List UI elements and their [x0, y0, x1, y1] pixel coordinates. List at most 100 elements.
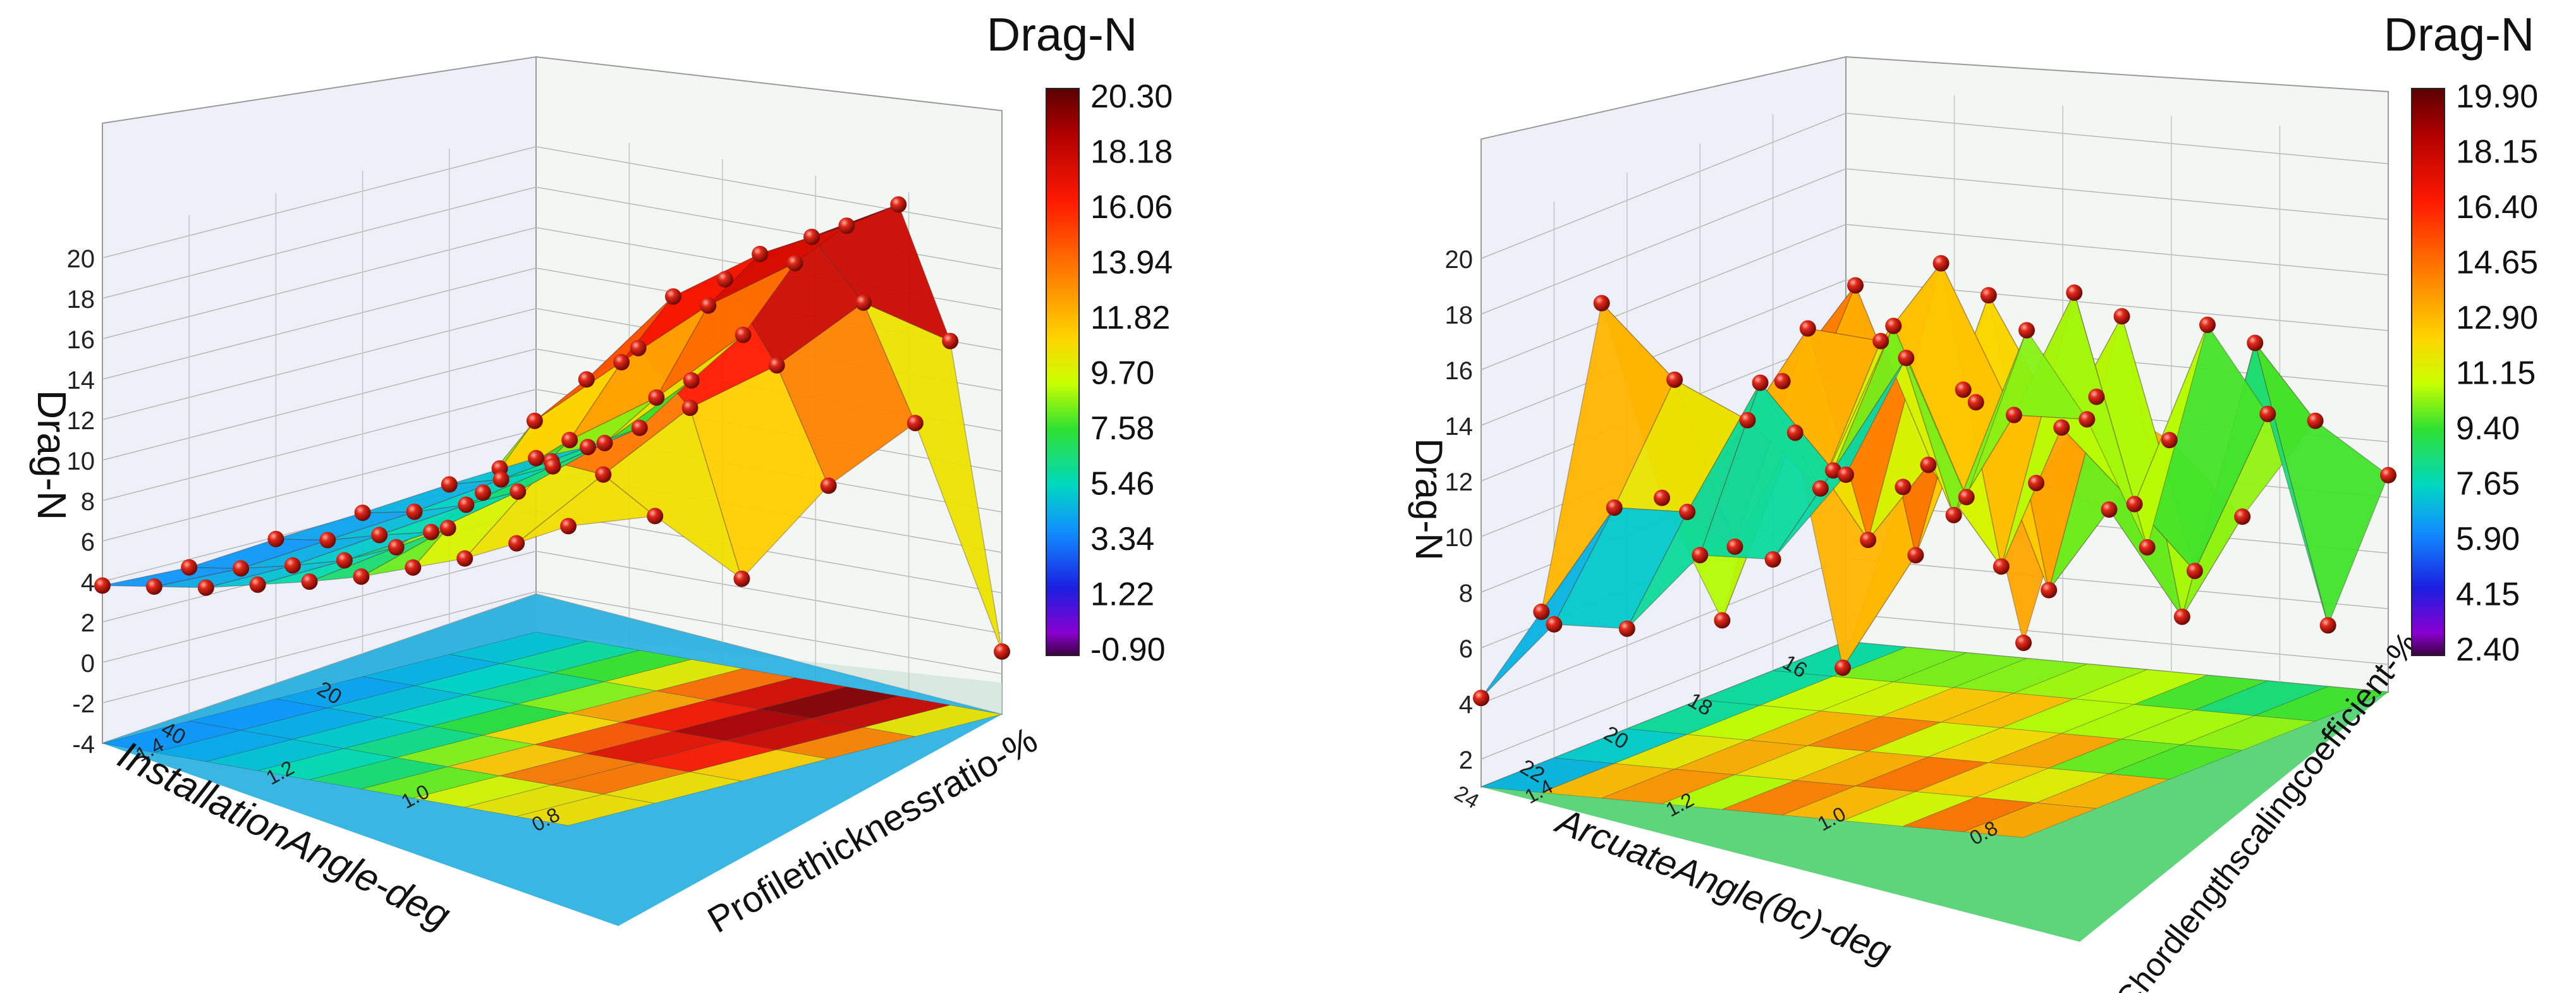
- data-point: [579, 439, 596, 456]
- data-point: [1955, 381, 1972, 398]
- data-point: [423, 523, 440, 540]
- data-point: [354, 504, 371, 521]
- data-point: [1714, 612, 1731, 629]
- data-point: [716, 271, 733, 288]
- z-tick-label: -4: [72, 731, 95, 758]
- data-point: [319, 532, 336, 549]
- data-points: [1473, 255, 2396, 707]
- data-point: [544, 458, 561, 475]
- data-point: [2161, 432, 2178, 449]
- data-point: [1860, 532, 1877, 549]
- colorbar-title: Drag-N: [2384, 8, 2534, 61]
- data-point: [528, 449, 544, 466]
- data-point: [284, 557, 301, 574]
- data-point: [1824, 462, 1841, 479]
- data-point: [752, 245, 769, 262]
- colorbar: [2411, 88, 2445, 656]
- data-point: [733, 570, 750, 587]
- data-points: [94, 196, 1010, 660]
- data-point: [820, 477, 837, 494]
- data-point: [838, 217, 855, 235]
- data-point: [1885, 317, 1902, 334]
- data-point: [406, 503, 423, 520]
- data-point: [2186, 563, 2203, 580]
- data-point: [906, 415, 924, 432]
- z-axis-label: Drag-N: [29, 390, 75, 520]
- data-point: [510, 483, 527, 500]
- data-point: [2088, 388, 2105, 405]
- z-tick-label: -2: [72, 690, 95, 718]
- data-point: [249, 576, 266, 593]
- z-tick-label: 16: [1445, 357, 1474, 385]
- data-point: [1533, 603, 1550, 620]
- colorbar-tick-label: 5.90: [2456, 521, 2520, 557]
- data-point: [664, 288, 681, 305]
- z-tick-label: 14: [1445, 413, 1474, 441]
- data-point: [2053, 419, 2070, 436]
- colorbar-tick-label: 4.15: [2456, 576, 2520, 613]
- data-point: [1692, 547, 1709, 564]
- data-point: [474, 484, 491, 501]
- z-tick-label: 10: [1445, 524, 1474, 552]
- colorbar-tick-label: 1.22: [1090, 576, 1154, 613]
- data-point: [2139, 539, 2156, 556]
- data-point: [2234, 508, 2251, 525]
- data-point: [1872, 332, 1889, 350]
- z-tick-label: 10: [67, 448, 95, 475]
- data-point: [301, 573, 318, 590]
- data-point: [648, 389, 665, 406]
- data-point: [458, 496, 475, 513]
- data-point: [578, 371, 595, 388]
- data-point: [1980, 287, 1997, 304]
- colorbar-tick-label: 11.82: [1090, 300, 1170, 336]
- colorbar-tick-label: 12.90: [2456, 300, 2538, 336]
- data-point: [388, 539, 405, 556]
- data-point: [613, 354, 630, 371]
- grid-line: [1480, 113, 2389, 259]
- z-tick-label: 14: [67, 367, 95, 394]
- data-point: [181, 559, 198, 576]
- data-point: [492, 471, 510, 488]
- floor-bands: [102, 631, 1003, 826]
- data-point: [1606, 499, 1623, 516]
- data-point: [561, 432, 578, 449]
- data-point: [2005, 406, 2022, 423]
- data-point: [1799, 320, 1816, 337]
- z-tick-label: 4: [1459, 691, 1473, 719]
- data-point: [456, 550, 473, 567]
- data-point: [1593, 295, 1610, 312]
- grid-line: [102, 551, 1003, 663]
- data-point: [197, 579, 214, 596]
- data-point: [2041, 582, 2058, 599]
- data-point: [2319, 617, 2336, 634]
- colorbar-tick-label: 14.65: [2456, 245, 2538, 281]
- colorbar-tick-labels: 20.30 18.18 16.06 13.94 11.82 9.70 7.58 5.46 3.3…: [1090, 78, 1173, 668]
- data-point: [1726, 538, 1743, 555]
- floor-bands: [1480, 641, 2389, 838]
- z-tick-label: 8: [81, 488, 95, 516]
- colorbar-tick-label: 2.40: [2456, 631, 2520, 668]
- colorbar-tick-label: 19.90: [2456, 78, 2538, 115]
- colorbar-tick-label: 7.58: [1090, 410, 1154, 447]
- data-point: [441, 476, 458, 493]
- data-point: [1945, 506, 1962, 523]
- data-point: [560, 518, 577, 535]
- data-point: [2380, 466, 2396, 484]
- colorbar-tick-label: 18.15: [2456, 134, 2538, 171]
- data-point: [890, 196, 907, 213]
- data-point: [647, 508, 664, 525]
- data-point: [994, 643, 1010, 660]
- data-point: [2199, 316, 2216, 333]
- data-point: [681, 399, 699, 417]
- colorbar-tick-label: 16.40: [2456, 189, 2538, 226]
- data-point: [786, 255, 803, 272]
- data-point: [1666, 371, 1683, 388]
- z-tick-label: 16: [67, 326, 95, 354]
- colorbar-tick-label: 5.46: [1090, 466, 1154, 503]
- data-point: [735, 326, 752, 343]
- data-point: [2247, 334, 2264, 351]
- z-tick-label: 12: [67, 407, 95, 435]
- z-tick-label: 6: [81, 528, 95, 556]
